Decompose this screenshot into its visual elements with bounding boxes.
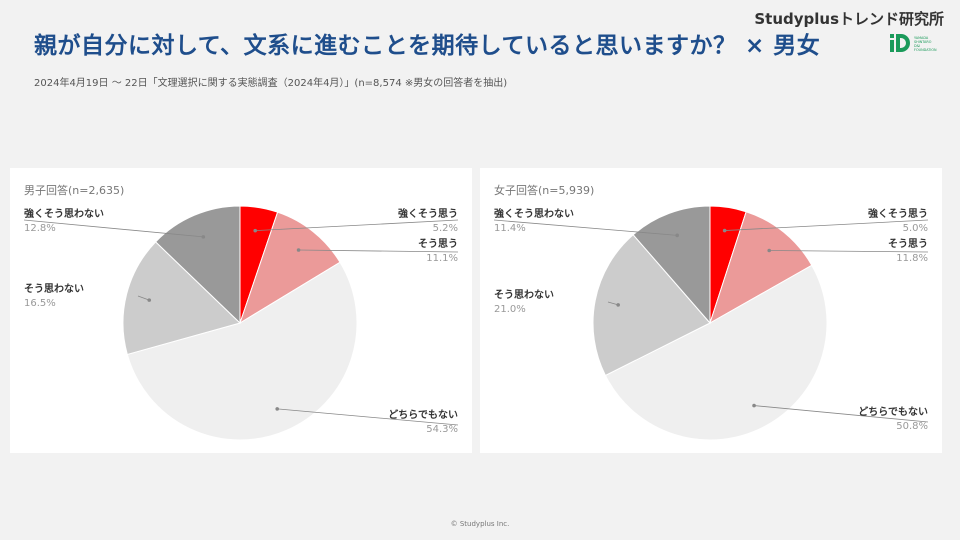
- male-chart-card: 男子回答(n=2,635) 強くそう思う 5.2% そう思う 11.1% どちら…: [10, 168, 472, 453]
- female-chart-card: 女子回答(n=5,939) 強くそう思う 5.0% そう思う 11.8% どちら…: [480, 168, 942, 453]
- slice-think: [239, 211, 341, 325]
- slice-strongly-dont-think: [154, 205, 241, 325]
- label-dont-think: そう思わない 21.0%: [494, 290, 554, 315]
- chart-title: 男子回答(n=2,635): [24, 184, 125, 197]
- brand-name: Studyplusトレンド研究所: [754, 10, 944, 28]
- label-neither: どちらでもない 50.8%: [858, 407, 928, 432]
- leader-line: [277, 408, 459, 426]
- leader-line: [769, 250, 929, 253]
- leader-dot: [296, 248, 301, 252]
- leader-line: [754, 405, 929, 423]
- label-neither: どちらでもない 54.3%: [388, 410, 458, 435]
- leader-dot: [767, 248, 772, 253]
- leader-dot: [147, 298, 152, 302]
- female-pie-chart: [493, 205, 929, 441]
- leader-line: [23, 219, 204, 238]
- leader-dot: [722, 228, 727, 233]
- leader-dot: [675, 233, 679, 238]
- leader-dot: [752, 403, 756, 408]
- slice-dont-think: [122, 241, 241, 356]
- svg-text:FOUNDATION: FOUNDATION: [914, 48, 937, 52]
- page-title: 親が自分に対して、文系に進むことを期待していると思いますか？ × 男女: [34, 33, 821, 59]
- leader-line: [724, 219, 929, 231]
- label-dont-think: そう思わない 16.5%: [24, 284, 84, 309]
- label-strongly-think: 強くそう思う 5.2%: [398, 209, 458, 234]
- svg-text:YAMADA: YAMADA: [914, 36, 929, 40]
- svg-text:SHINTARO: SHINTARO: [914, 40, 932, 44]
- chart-title: 女子回答(n=5,939): [494, 184, 595, 197]
- svg-text:D&I: D&I: [914, 44, 920, 48]
- label-strongly-dont-think: 強くそう思わない 12.8%: [24, 209, 104, 234]
- label-strongly-dont-think: 強くそう思わない 11.4%: [494, 209, 574, 234]
- leader-line: [255, 219, 459, 232]
- leader-line: [493, 219, 678, 236]
- slice-think: [709, 211, 813, 325]
- leader-dot: [253, 228, 258, 233]
- slice-neither: [604, 264, 828, 441]
- leader-line: [298, 249, 459, 253]
- leader-line: [137, 295, 150, 301]
- foundation-logo: YAMADA SHINTARO D&I FOUNDATION: [890, 34, 937, 52]
- survey-subtitle: 2024年4月19日 〜 22日「文理選択に関する実態調査（2024年4月）」(…: [34, 78, 508, 89]
- leader-dot: [275, 407, 280, 411]
- slice-strongly-dont-think: [632, 205, 711, 325]
- leader-dot: [616, 303, 620, 307]
- slice-dont-think: [592, 234, 711, 377]
- slice-neither: [126, 261, 358, 441]
- label-strongly-think: 強くそう思う 5.0%: [868, 209, 928, 234]
- label-think: そう思う 11.1%: [418, 239, 458, 264]
- leader-dot: [201, 235, 206, 239]
- copyright: © Studyplus Inc.: [450, 520, 510, 528]
- male-pie-chart: [23, 205, 459, 441]
- label-think: そう思う 11.8%: [888, 239, 928, 264]
